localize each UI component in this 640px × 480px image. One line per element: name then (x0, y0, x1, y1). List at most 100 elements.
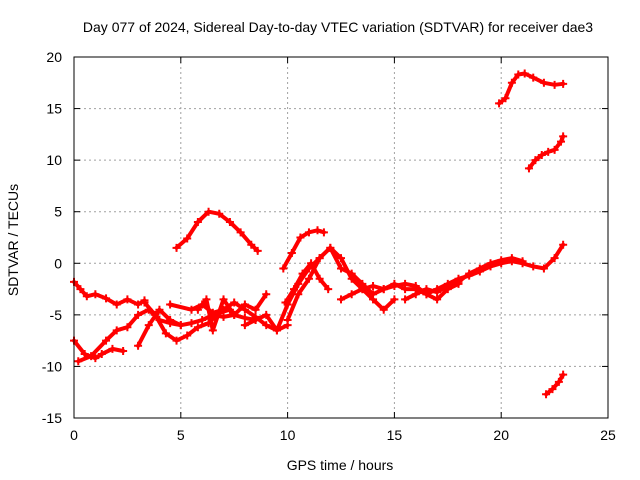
data-point (296, 233, 305, 242)
data-point (193, 218, 202, 227)
data-point (326, 243, 335, 252)
data-point (524, 164, 533, 173)
data-point (236, 228, 245, 237)
data-point (531, 156, 540, 165)
x-axis-label: GPS time / hours (287, 457, 394, 473)
x-tick-label: 5 (177, 427, 185, 443)
data-point (501, 94, 510, 103)
data-point (537, 150, 546, 159)
data-point (251, 305, 260, 314)
y-axis-label: SDTVAR / TECUs (5, 184, 21, 296)
data-point (183, 331, 192, 340)
data-point (529, 73, 538, 82)
data-point (240, 321, 249, 330)
grid (74, 57, 608, 418)
data-point (134, 300, 143, 309)
data-point (315, 254, 324, 263)
data-point (187, 319, 196, 328)
data-point (401, 279, 410, 288)
plot-frame (73, 56, 609, 419)
y-tick-label: -5 (50, 307, 63, 323)
data-point (358, 285, 367, 294)
data-point (337, 264, 345, 273)
data-point (172, 243, 181, 252)
data-point (495, 99, 504, 108)
data-point (262, 290, 271, 299)
data-point (144, 321, 153, 330)
data-point (548, 385, 557, 394)
data-point (304, 274, 313, 283)
data-point (507, 78, 516, 87)
series-line-arc-12 (283, 261, 331, 305)
data-point (193, 323, 202, 332)
data-point (219, 312, 228, 321)
data-point (251, 316, 260, 325)
data-point (529, 262, 538, 271)
data-point (307, 259, 316, 268)
data-point (134, 341, 143, 350)
data-point (550, 254, 559, 263)
data-point (520, 69, 529, 78)
data-point (559, 132, 568, 141)
chart-title: Day 077 of 2024, Sidereal Day-to-day VTE… (83, 19, 593, 35)
data-point (550, 145, 559, 154)
data-point (262, 310, 271, 319)
data-point (287, 248, 296, 257)
data-point (290, 285, 299, 294)
data-point (198, 316, 207, 325)
data-point (337, 254, 345, 263)
data-point (283, 316, 292, 325)
data-point (91, 354, 100, 363)
data-point (247, 240, 256, 249)
data-point (539, 78, 548, 87)
data-point (74, 357, 83, 366)
x-tick-label: 20 (493, 427, 509, 443)
data-point (219, 295, 228, 304)
data-point (215, 209, 224, 218)
data-point (183, 234, 192, 243)
series-line-arc-3 (76, 307, 183, 364)
x-tick-label: 15 (387, 427, 403, 443)
y-tick-label: 10 (46, 152, 62, 168)
data-point (240, 313, 249, 322)
data-point (294, 290, 303, 299)
series-line-arc-1 (72, 279, 147, 307)
y-tick-label: 0 (54, 255, 62, 271)
data-point (559, 370, 568, 379)
x-tick-label: 10 (280, 427, 296, 443)
data-point (76, 285, 85, 294)
data-point (172, 336, 181, 345)
data-point (465, 269, 474, 278)
data-point (134, 310, 143, 319)
data-point (91, 290, 100, 299)
data-point (486, 259, 495, 268)
data-point (454, 277, 463, 286)
x-tick-label: 0 (70, 427, 78, 443)
data-point (102, 336, 111, 345)
data-point (433, 288, 442, 297)
data-point (411, 290, 420, 299)
data-point (559, 240, 568, 249)
data-point (202, 295, 211, 304)
data-point (82, 292, 91, 301)
y-tick-label: 15 (46, 101, 62, 117)
data-point (550, 80, 559, 89)
data-point (475, 264, 484, 273)
data-point (161, 329, 170, 338)
data-point (443, 281, 452, 290)
data-point (176, 321, 185, 330)
series-line-arc-17 (544, 372, 566, 397)
axes-ticks: 0 5 10 15 20 25 -15 -10 -5 0 5 10 15 20 (42, 49, 616, 443)
data-point (559, 79, 568, 88)
data-point (151, 310, 160, 319)
data-point (279, 264, 288, 273)
y-tick-label: 5 (54, 204, 62, 220)
data-point (324, 285, 333, 294)
data-point (102, 294, 111, 303)
data-point (119, 346, 128, 355)
data-point (208, 326, 217, 335)
data-point (230, 310, 239, 319)
data-point (281, 298, 290, 307)
data-point (298, 269, 307, 278)
data-point (112, 300, 121, 309)
